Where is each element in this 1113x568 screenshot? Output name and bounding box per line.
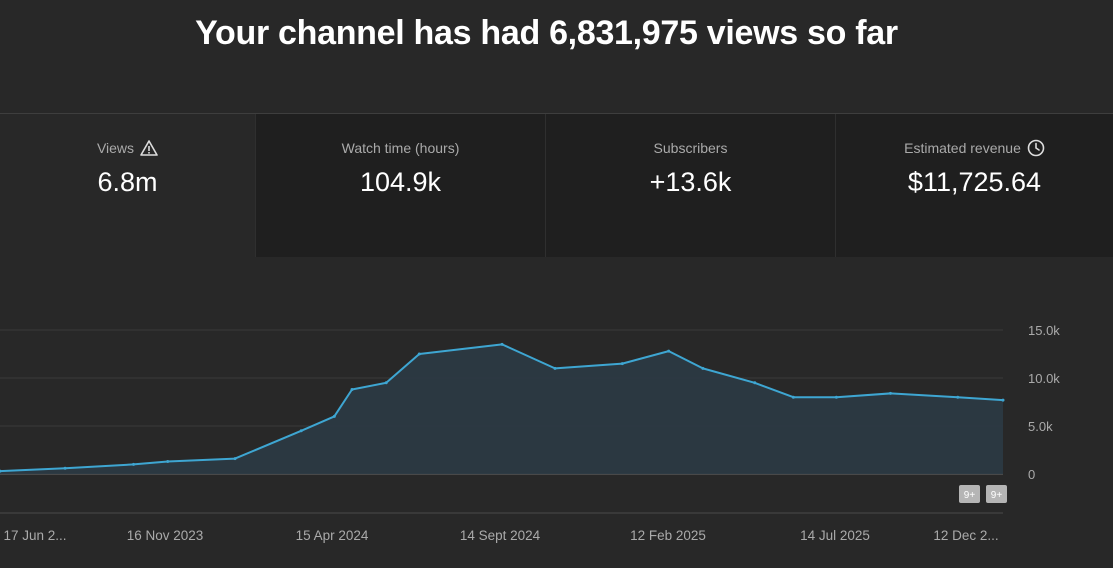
views-area [0, 344, 1003, 474]
x-tick-label: 14 Sept 2024 [460, 528, 541, 543]
data-point [417, 352, 421, 356]
metric-separator [835, 114, 836, 257]
page-title: Your channel has had 6,831,975 views so … [195, 14, 898, 52]
data-point [667, 349, 671, 353]
data-point [63, 466, 67, 470]
metric-separator [545, 114, 546, 257]
data-point [701, 366, 705, 370]
data-point [332, 414, 336, 418]
metric-views-label: Views [96, 140, 135, 156]
data-point [132, 462, 136, 466]
metric-revenue-value: $11,725.64 [907, 167, 1042, 197]
y-tick-label: 5.0k [1028, 419, 1053, 434]
y-tick-label: 10.0k [1028, 371, 1060, 386]
metric-revenue-label: Estimated revenue [904, 140, 1021, 156]
warning-icon[interactable] [140, 139, 158, 157]
data-point [350, 388, 354, 392]
data-point [834, 395, 838, 399]
data-point [166, 460, 170, 464]
views-chart-svg[interactable]: 0 5.0k 10.0k 15.0k 9+ 9+ 17 Jun 2... 16 Nov 202… [0, 300, 1113, 563]
x-tick-label: 12 Dec 2... [933, 528, 998, 543]
data-point [553, 366, 557, 370]
metric-revenue[interactable]: Estimated revenue $11,725.64 [836, 114, 1113, 257]
y-tick-label: 15.0k [1028, 323, 1060, 338]
metric-subscribers-value: +13.6k [649, 167, 732, 197]
metric-subscribers-label: Subscribers [653, 140, 728, 156]
x-tick-label: 15 Apr 2024 [296, 528, 369, 543]
metric-separator [255, 114, 256, 257]
metric-views-label-row: Views [0, 138, 255, 158]
data-point [299, 429, 303, 433]
annotation-label: 9+ [964, 490, 976, 501]
annotation-label: 9+ [991, 490, 1003, 501]
data-point [620, 362, 624, 366]
header-divider [0, 113, 1113, 114]
data-point [791, 395, 795, 399]
y-tick-label: 0 [1028, 467, 1035, 482]
annotation-badge [959, 485, 980, 503]
x-tick-label: 14 Jul 2025 [800, 528, 870, 543]
data-point [0, 469, 2, 473]
clock-icon[interactable] [1027, 139, 1045, 157]
x-tick-label: 12 Feb 2025 [630, 528, 706, 543]
metric-watch-time-value: 104.9k [359, 167, 442, 197]
data-point [384, 381, 388, 385]
metrics-bar: Views 6.8m Watch time (hours) 104.9k Sub… [0, 114, 1113, 257]
annotation-badge [986, 485, 1007, 503]
data-point [956, 395, 960, 399]
x-tick-label: 16 Nov 2023 [127, 528, 204, 543]
metric-views[interactable]: Views 6.8m [0, 114, 255, 257]
metric-watch-time[interactable]: Watch time (hours) 104.9k [256, 114, 545, 257]
metric-subscribers[interactable]: Subscribers +13.6k [546, 114, 835, 257]
data-point [753, 381, 757, 385]
data-point [500, 342, 504, 346]
metric-views-value: 6.8m [97, 167, 158, 197]
data-point [888, 391, 892, 395]
data-point [233, 457, 237, 461]
x-tick-label: 17 Jun 2... [3, 528, 66, 543]
views-chart[interactable]: 0 5.0k 10.0k 15.0k 9+ 9+ 17 Jun 2... 16 Nov 202… [0, 300, 1113, 563]
data-point [1001, 398, 1005, 402]
metric-watch-time-label: Watch time (hours) [341, 140, 460, 156]
